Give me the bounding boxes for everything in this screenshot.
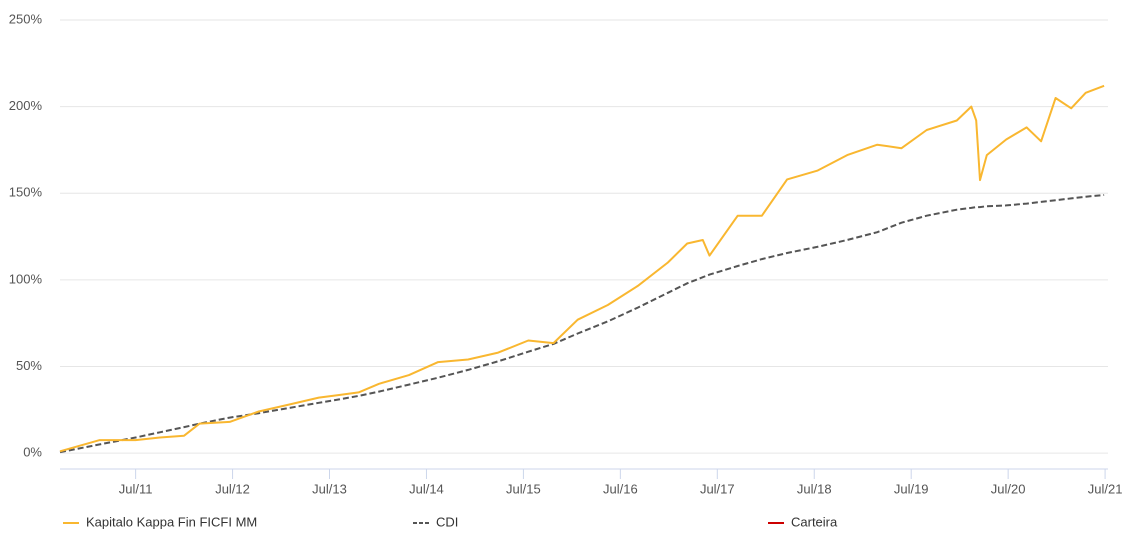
- x-tick-label: Jul/15: [506, 481, 541, 496]
- legend-label: Carteira: [791, 514, 838, 529]
- x-tick-label: Jul/17: [700, 481, 735, 496]
- y-tick-label: 0%: [23, 445, 42, 460]
- series-line: [59, 84, 1105, 453]
- y-tick-label: 200%: [9, 98, 43, 113]
- legend-label: CDI: [436, 514, 458, 529]
- x-tick-label: Jul/11: [119, 481, 153, 496]
- y-tick-label: 150%: [9, 185, 43, 200]
- x-tick-label: Jul/20: [991, 481, 1026, 496]
- legend: Kapitalo Kappa Fin FICFI MM CDI Carteira: [63, 514, 838, 529]
- x-tick-label: Jul/14: [409, 481, 444, 496]
- x-tick-label: Jul/16: [603, 481, 638, 496]
- y-tick-label: 250%: [9, 11, 43, 26]
- legend-label: Kapitalo Kappa Fin FICFI MM: [86, 514, 257, 529]
- x-tick-label: Jul/12: [215, 481, 250, 496]
- x-tick-label: Jul/18: [797, 481, 832, 496]
- x-tick-label: Jul/21: [1088, 481, 1123, 496]
- x-tick-label: Jul/19: [894, 481, 929, 496]
- x-tick-label: Jul/13: [312, 481, 347, 496]
- series-line: [59, 194, 1105, 454]
- y-tick-label: 100%: [9, 271, 43, 286]
- y-tick-label: 50%: [16, 358, 42, 373]
